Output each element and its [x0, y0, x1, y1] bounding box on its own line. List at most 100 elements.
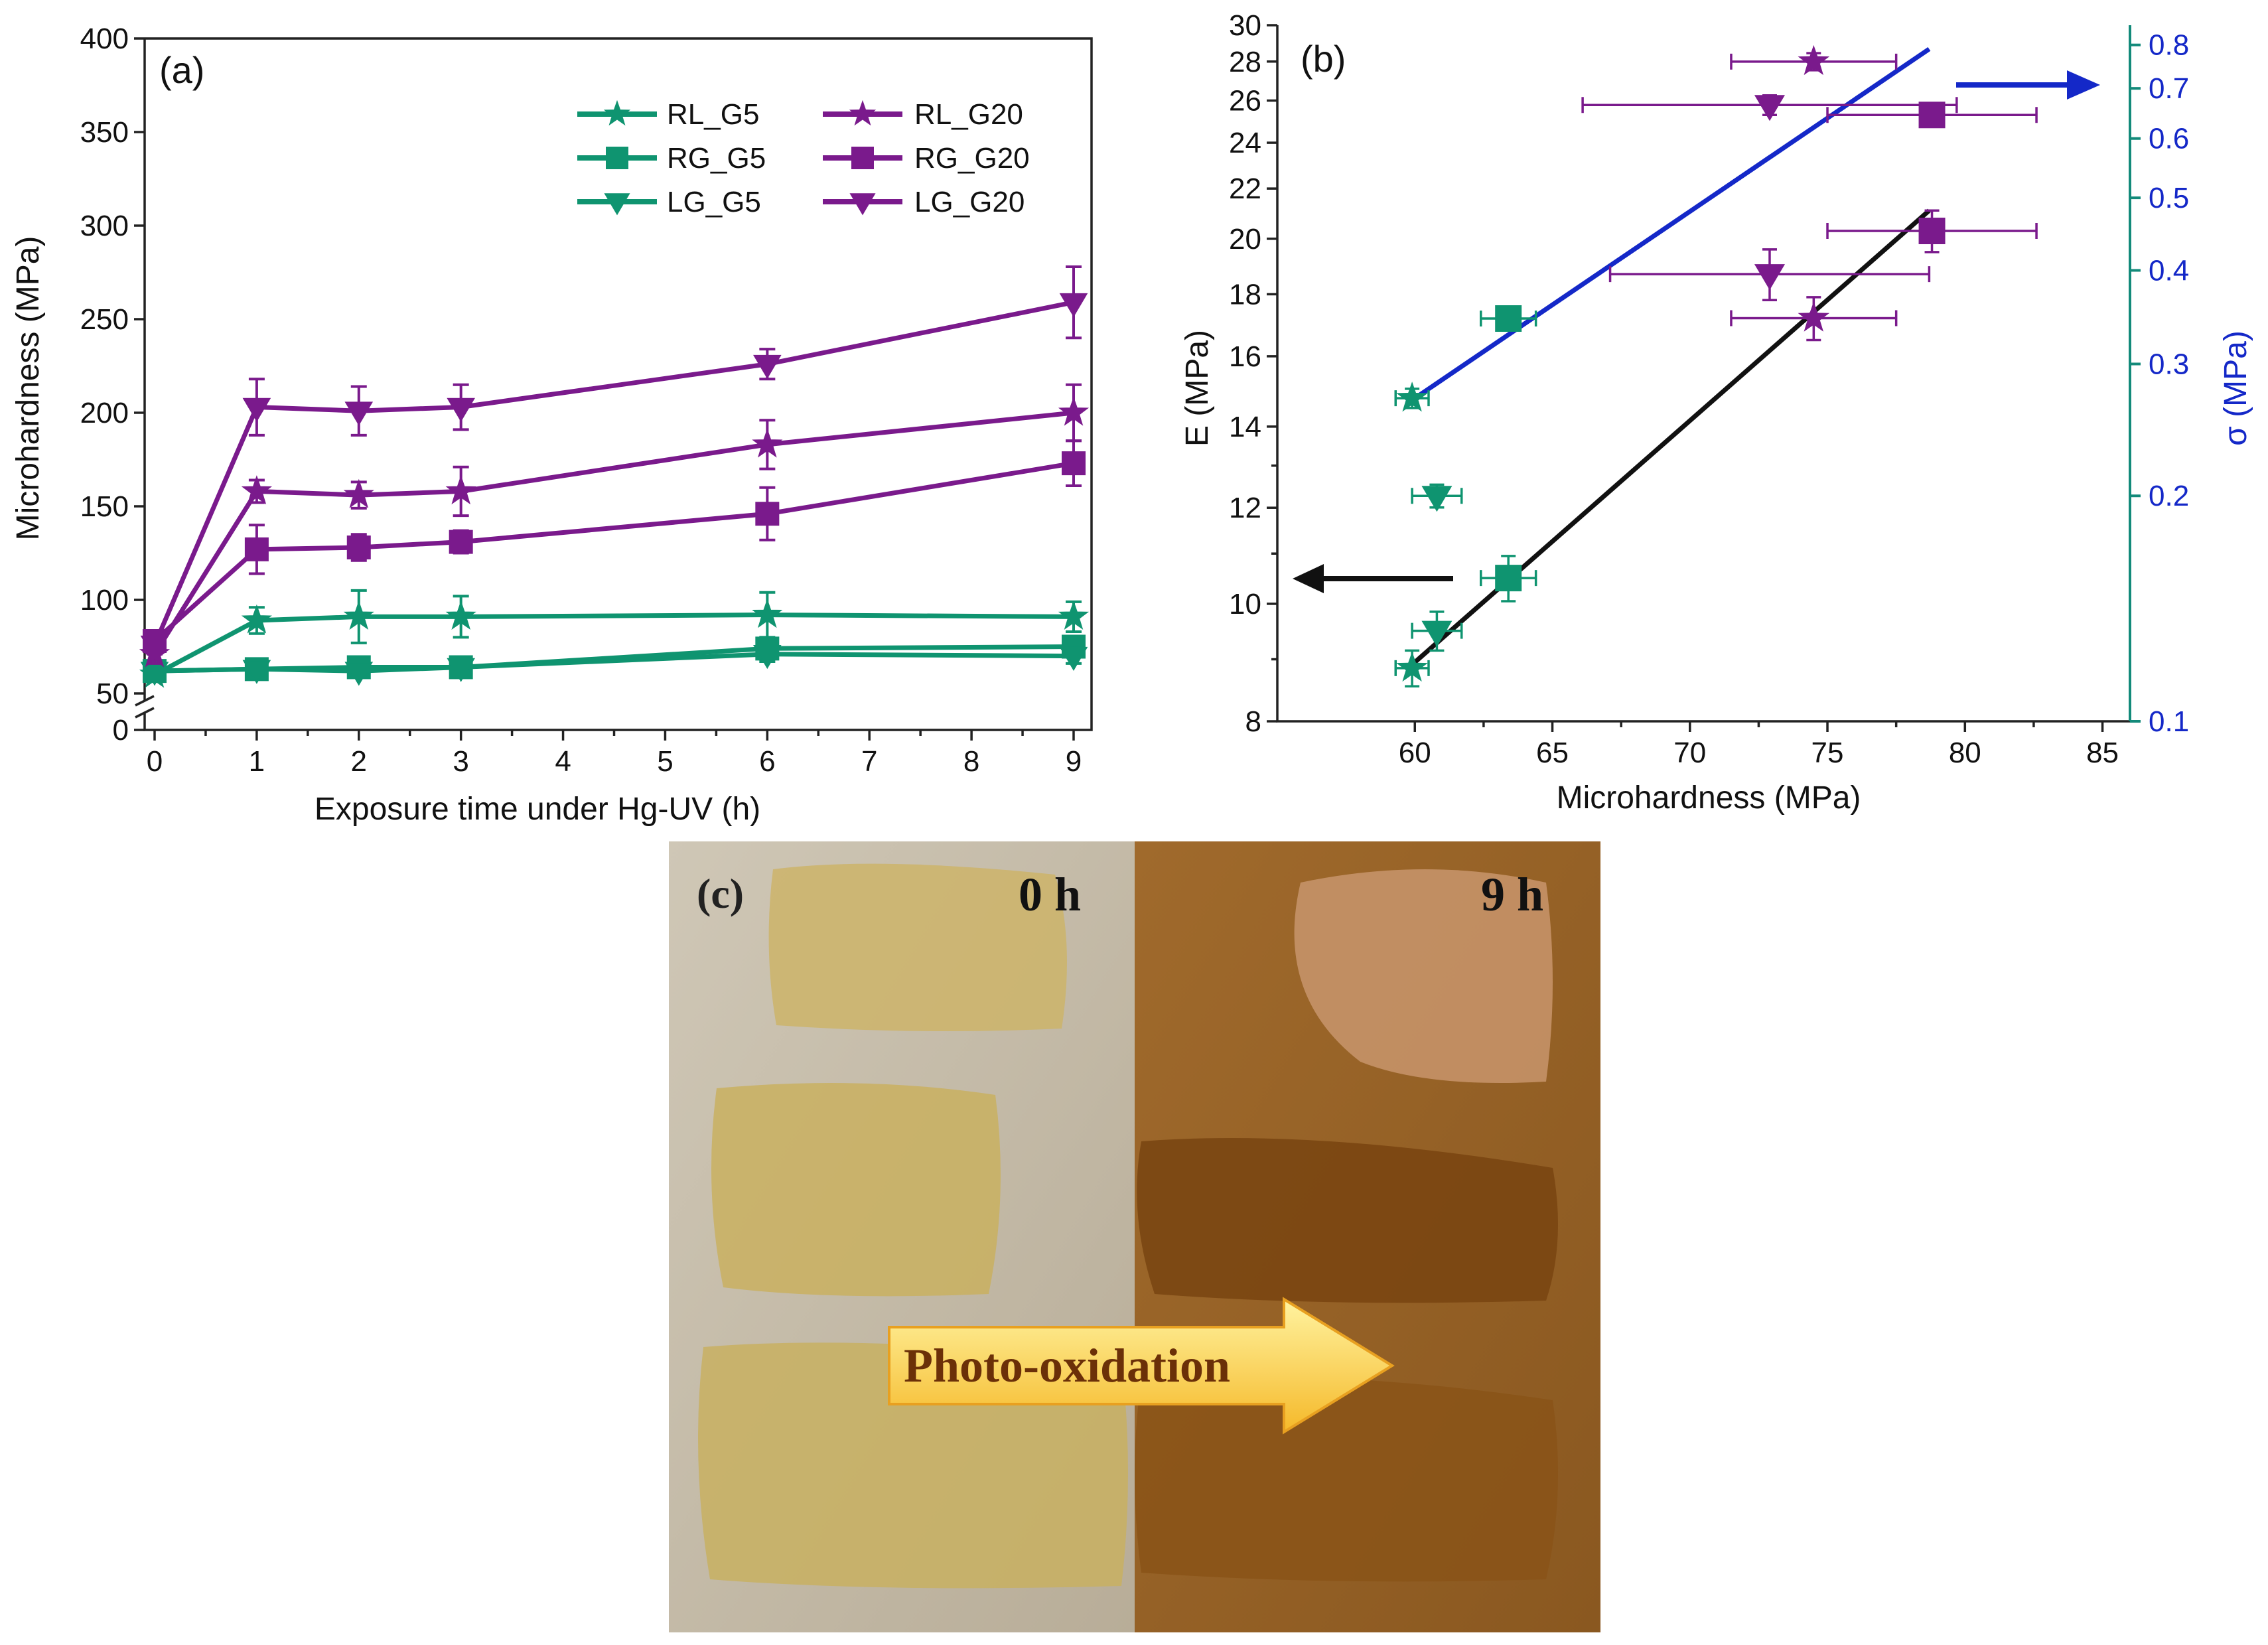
point-e-rl-g20 — [1730, 296, 1898, 342]
point-e-rl-g5 — [1394, 649, 1430, 687]
point-rg-g20 — [244, 537, 269, 561]
point-lg-g20 — [753, 354, 782, 380]
photo-oxidation-arrow: Photo-oxidation — [888, 1297, 1395, 1435]
point-rg-g20 — [346, 536, 371, 560]
point-rl-g5 — [445, 601, 476, 630]
marker-sigma-lg-g20 — [1754, 95, 1785, 121]
photo-right-swatch-3 — [1135, 1376, 1558, 1582]
panel-a-ytick-label: 250 — [80, 303, 129, 336]
point-e-rg-g5 — [1479, 555, 1537, 603]
panel-a-label: (a) — [159, 49, 204, 91]
panel-c-photo: (c) 0 h 9 h Photo-oxidation — [669, 841, 1600, 1632]
panel-a-xtick-label: 1 — [249, 745, 265, 778]
series-rl-g20 — [139, 383, 1090, 668]
point-lg-g5 — [242, 660, 271, 684]
legend-item-rg-g5: RG_G5 — [577, 142, 766, 175]
marker-e-rl-g20 — [1798, 301, 1830, 332]
legend-item-rl-g20: RL_G20 — [823, 98, 1023, 131]
panel-a-ytick-label: 350 — [80, 116, 129, 149]
panel-b-left-tick-label: 16 — [1229, 340, 1261, 373]
panel-a-axis-break — [135, 695, 155, 719]
photo-arrow-label: Photo-oxidation — [904, 1339, 1230, 1392]
panel-b-left-tick-label: 12 — [1229, 492, 1261, 524]
point-rg-g20 — [755, 502, 780, 526]
point-rl-g20 — [343, 478, 374, 508]
panel-b-xtick-label: 80 — [1949, 737, 1981, 769]
panel-a-ytick-label: 150 — [80, 490, 129, 523]
point-lg-g20 — [1059, 293, 1088, 317]
series-line-rl-g5 — [153, 612, 1074, 677]
fit-line-E — [1413, 208, 1931, 664]
panel-a-ytick-label: 100 — [80, 584, 129, 616]
legend-item-lg-g20: LG_G20 — [823, 186, 1025, 218]
panel-b-frame-left-bottom — [1276, 25, 2130, 723]
panel-b-left-tick-label: 24 — [1229, 127, 1261, 159]
panel-b-left-tick-label: 20 — [1229, 223, 1261, 255]
point-lg-g20 — [447, 397, 475, 422]
point-rl-g20 — [752, 428, 783, 458]
panel-a-xtick-label: 9 — [1066, 745, 1082, 778]
legend-label-rg-g5: RG_G5 — [667, 142, 766, 175]
marker-sigma-rg-g5 — [1495, 305, 1522, 332]
panel-b-xtick-label: 70 — [1673, 737, 1706, 769]
point-sigma-rl-g5 — [1394, 382, 1430, 412]
point-lg-g20 — [140, 635, 169, 660]
point-lg-g20 — [242, 397, 271, 422]
panel-a-ytick-label: 50 — [96, 678, 129, 710]
marker-e-lg-g5 — [1421, 620, 1453, 647]
panel-a-xtick-label: 7 — [861, 745, 877, 778]
legend-marker-rl-g5 — [603, 100, 631, 126]
point-sigma-lg-g5 — [1411, 483, 1463, 512]
panel-a-y-axis-title: Microhardness (MPa) — [11, 236, 46, 541]
point-rg-g20 — [449, 530, 473, 554]
series-line-lg-g20 — [152, 300, 1074, 646]
panel-b-data — [1293, 44, 2100, 687]
point-e-lg-g20 — [1608, 248, 1931, 302]
photo-left-swatch-1 — [768, 863, 1067, 1031]
point-rl-g20 — [445, 475, 476, 505]
marker-sigma-rg-g20 — [1918, 102, 1946, 129]
panel-b-left-tick-label: 14 — [1229, 411, 1261, 443]
panel-a-ytick-label: 400 — [80, 23, 129, 55]
panel-b-x-axis-title: Microhardness (MPa) — [1557, 780, 1861, 816]
point-rl-g5 — [752, 599, 783, 628]
photo-right-swatch-1 — [1294, 869, 1553, 1083]
panel-b-left-tick-label: 18 — [1229, 278, 1261, 311]
point-sigma-rl-g20 — [1730, 44, 1898, 76]
panel-b-xtick-label: 85 — [2086, 737, 2119, 769]
panel-b-right-tick-label: 0.5 — [2149, 182, 2189, 214]
legend-label-lg-g20: LG_G20 — [914, 186, 1025, 218]
photo-left-swatch-2 — [711, 1083, 1001, 1297]
panel-b-right-axis-title: σ (MPa) — [2218, 330, 2253, 446]
point-rg-g20 — [1062, 451, 1086, 476]
marker-sigma-lg-g5 — [1421, 486, 1453, 512]
legend-marker-lg-g20 — [849, 193, 876, 216]
panel-a-ytick-label: 300 — [80, 210, 129, 242]
panel-b-xtick-label: 65 — [1536, 737, 1569, 769]
legend-label-rl-g5: RL_G5 — [667, 98, 759, 131]
legend-label-lg-g5: LG_G5 — [667, 186, 761, 218]
marker-e-rg-g5 — [1495, 565, 1522, 592]
series-rl-g5 — [139, 589, 1090, 688]
legend-item-rg-g20: RG_G20 — [823, 142, 1030, 175]
series-line-rg-g20 — [153, 461, 1074, 643]
point-sigma-rg-g5 — [1479, 305, 1537, 332]
legend-marker-rl-g20 — [849, 100, 877, 126]
panel-a-xtick-label: 5 — [657, 745, 673, 778]
panel-b-chart: (b) 8 10 12 14 16 18 20 22 24 26 28 30 0.1 0.2 0.3 0.4 0… — [1180, 9, 2253, 816]
point-lg-g5 — [447, 658, 475, 682]
point-rl-g5 — [343, 601, 374, 630]
panel-b-right-tick-label: 0.4 — [2149, 254, 2189, 287]
point-rl-g20 — [1058, 396, 1090, 426]
panel-b-xtick-label: 60 — [1399, 737, 1431, 769]
arrow-left-axis-head — [1293, 564, 1324, 593]
panel-b-left-tick-label: 8 — [1245, 705, 1261, 738]
legend-label-rl-g20: RL_G20 — [914, 98, 1023, 131]
panel-b-right-tick-label: 0.1 — [2149, 705, 2189, 738]
panel-b-right-tick-label: 0.8 — [2149, 29, 2189, 62]
panel-a-xtick-label: 4 — [555, 745, 571, 778]
panel-a-chart: (a) 0 50 100 150 200 250 300 350 400 0 1 2 3 4 5 6 7 8 9 E… — [11, 23, 1093, 827]
legend-marker-rg-g20 — [851, 147, 874, 169]
panel-a-xtick-label: 2 — [351, 745, 367, 778]
